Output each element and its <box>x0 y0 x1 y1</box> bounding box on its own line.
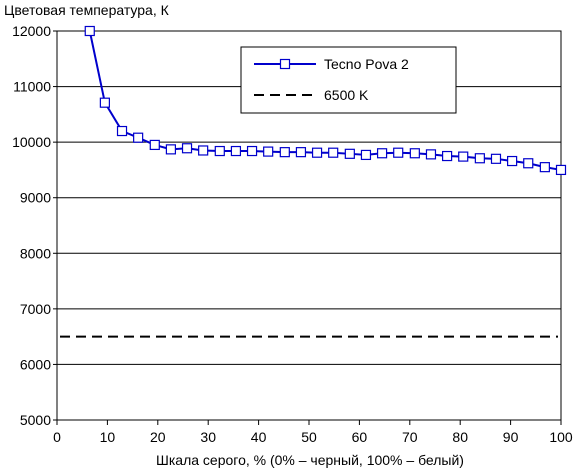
data-point <box>99 97 110 108</box>
y-tick-label: 9000 <box>20 190 51 206</box>
axes <box>53 30 562 425</box>
data-point <box>555 164 567 176</box>
x-axis-title: Шкала серого, % (0% – черный, 100% – бел… <box>156 452 464 468</box>
data-point <box>376 148 388 159</box>
x-tick-label: 50 <box>301 429 317 445</box>
data-point <box>181 143 193 154</box>
data-point <box>84 25 95 37</box>
y-tick-labels: 5000 6000 7000 8000 9000 10000 11000 12000 <box>12 23 51 428</box>
data-point <box>441 150 453 162</box>
legend-box <box>240 46 457 114</box>
data-point <box>311 147 323 158</box>
data-point <box>458 151 469 162</box>
series-group <box>60 25 567 338</box>
legend-label: Tecno Pova 2 <box>324 56 409 72</box>
data-point <box>539 162 550 173</box>
legend-label: 6500 K <box>324 87 369 103</box>
data-point <box>490 153 502 164</box>
data-point <box>214 145 225 157</box>
data-point <box>279 147 290 158</box>
x-tick-label: 90 <box>503 429 519 445</box>
x-tick-label: 10 <box>100 429 116 445</box>
x-tick-label: 60 <box>352 429 368 445</box>
x-tick-label: 0 <box>53 429 61 445</box>
data-point <box>165 144 177 155</box>
y-tick-label: 12000 <box>12 23 51 39</box>
data-point <box>149 139 160 151</box>
x-tick-label: 30 <box>200 429 216 445</box>
data-point <box>425 149 437 160</box>
y-tick-label: 5000 <box>20 412 51 428</box>
x-tick-label: 20 <box>150 429 166 445</box>
y-axis-title: Цветовая температура, К <box>4 2 170 18</box>
data-point <box>360 149 372 161</box>
data-point <box>409 148 420 159</box>
y-tick-label: 8000 <box>20 245 51 261</box>
x-tick-label: 80 <box>452 429 468 445</box>
data-point <box>474 153 485 164</box>
data-point <box>507 155 518 167</box>
y-tick-label: 6000 <box>20 356 51 372</box>
x-tick-label: 70 <box>402 429 418 445</box>
y-tick-label: 7000 <box>20 301 51 317</box>
y-tick-label: 10000 <box>12 134 51 150</box>
data-point <box>295 147 307 158</box>
legend: Tecno Pova 2 6500 K <box>240 46 457 114</box>
data-point <box>523 158 534 169</box>
data-point <box>116 125 128 137</box>
data-point <box>328 147 339 158</box>
data-point <box>263 146 274 157</box>
legend-swatch-marker <box>279 58 291 70</box>
data-point <box>246 145 258 157</box>
data-point <box>230 145 242 157</box>
y-tick-label: 11000 <box>13 79 51 95</box>
data-point <box>133 132 144 143</box>
x-tick-label: 100 <box>549 429 573 445</box>
data-point <box>344 148 355 159</box>
data-point <box>393 147 404 158</box>
data-point <box>198 145 209 156</box>
x-tick-labels: 0 10 20 30 40 50 60 70 80 90 100 <box>53 429 573 445</box>
x-tick-label: 40 <box>251 429 267 445</box>
